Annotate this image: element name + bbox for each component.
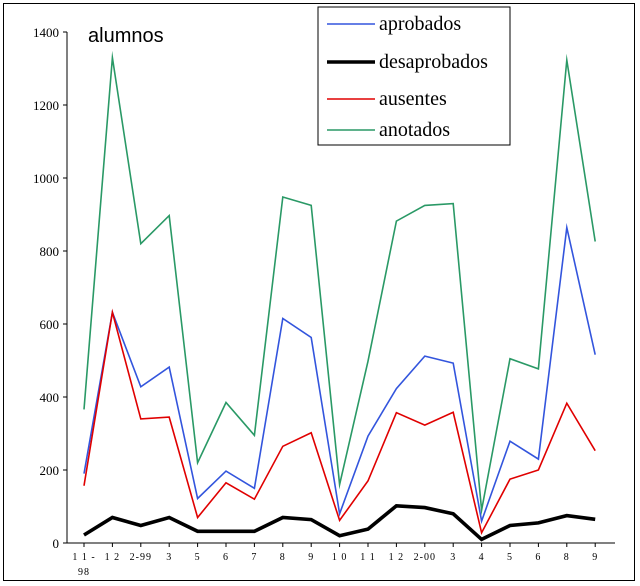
y-tick-label: 1000 (33, 171, 59, 186)
x-tick-label: 9 (308, 552, 314, 563)
legend-label-desaprobados: desaprobados (379, 51, 488, 73)
y-tick-label: 400 (40, 390, 60, 405)
series-line-desaprobados (83, 503, 596, 542)
x-tick-label: 4 (479, 552, 485, 563)
legend-box (317, 6, 511, 146)
x-tick-label: 7 (251, 552, 257, 563)
x-tick-label: 2-99 (130, 552, 152, 563)
x-tick-label: 8 (280, 552, 286, 563)
legend: aprobados desaprobados ausentes anotados (317, 6, 511, 146)
x-tick-label: 6 (535, 552, 541, 563)
legend-label-anotados: anotados (379, 119, 450, 141)
legend-label-aprobados: aprobados (379, 13, 461, 35)
y-tick-label: 600 (40, 317, 60, 332)
series-line-anotados (83, 50, 596, 516)
x-tick-label: 3 (450, 552, 456, 563)
series-line-ausentes (83, 308, 596, 536)
y-tick-label: 1400 (33, 25, 59, 40)
y-tick-label: 1200 (33, 98, 59, 113)
y-tick-label: 0 (53, 536, 60, 551)
x-tick-label: 1 2 (389, 552, 405, 563)
x-tick-label: 2-00 (414, 552, 436, 563)
y-axis-ticks: 0 200 400 600 800 1000 1200 1400 (33, 25, 67, 551)
x-tick-label: 6 (223, 552, 229, 563)
x-axis-ticks: 1 1 -98 1 2 2-99 3 5 6 7 8 9 1 0 1 1 1 2 2-00 3 4 5 6 8 9 (72, 543, 598, 578)
series-line-aprobados (83, 222, 596, 525)
y-tick-label: 200 (40, 463, 60, 478)
axes (66, 32, 615, 544)
x-tick-label: 3 (166, 552, 172, 563)
y-axis-label: alumnos (88, 25, 164, 47)
x-tick-label: 1 1 (360, 552, 376, 563)
x-tick-label: 1 0 (332, 552, 348, 563)
legend-label-ausentes: ausentes (379, 88, 447, 110)
x-tick-label: 5 (195, 552, 201, 563)
x-tick-label: 9 (592, 552, 598, 563)
y-tick-label: 800 (40, 244, 60, 259)
x-tick-label: 5 (507, 552, 513, 563)
x-tick-label: 1 1 -98 (72, 552, 95, 578)
series-lines (83, 50, 596, 542)
x-tick-label: 8 (564, 552, 570, 563)
x-tick-label: 1 2 (105, 552, 121, 563)
